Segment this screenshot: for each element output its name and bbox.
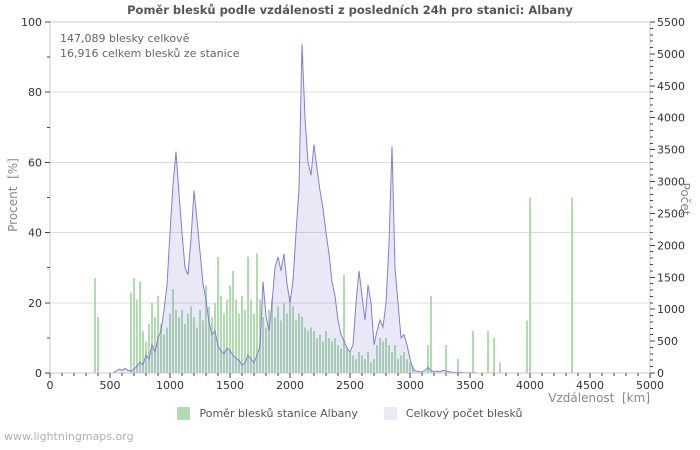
svg-text:2500: 2500 — [657, 207, 685, 220]
svg-text:1500: 1500 — [216, 379, 244, 392]
svg-text:2000: 2000 — [657, 239, 685, 252]
legend-item-count: Celkový počet blesků — [383, 407, 523, 420]
legend-item-ratio: Poměr blesků stanice Albany — [177, 407, 358, 420]
svg-text:3500: 3500 — [657, 144, 685, 157]
svg-text:1000: 1000 — [156, 379, 184, 392]
svg-text:3000: 3000 — [657, 176, 685, 189]
x-axis-label: Vzdálenost [km] — [548, 391, 650, 405]
y-axis-label-left: Procent [%] — [6, 158, 20, 232]
axis-ticks — [45, 21, 655, 378]
svg-text:3000: 3000 — [396, 379, 424, 392]
right-tick-labels: 0 500 1000 1500 2000 2500 3000 3500 4000 4500 5000… — [657, 16, 685, 380]
svg-text:40: 40 — [28, 227, 42, 240]
svg-text:80: 80 — [28, 86, 42, 99]
svg-text:20: 20 — [28, 297, 42, 310]
plot-area: 0 500 1000 1500 2000 2500 3000 3500 4000 4500 5000… — [21, 16, 685, 392]
svg-text:60: 60 — [28, 156, 42, 169]
svg-text:0: 0 — [47, 379, 54, 392]
count-area-fill — [50, 44, 650, 374]
svg-text:100: 100 — [21, 16, 42, 29]
svg-text:4000: 4000 — [657, 112, 685, 125]
svg-text:1500: 1500 — [657, 271, 685, 284]
watermark: www.lightningmaps.org — [4, 430, 134, 443]
svg-text:2500: 2500 — [336, 379, 364, 392]
grid-lines — [50, 91, 650, 304]
svg-text:0: 0 — [35, 367, 42, 380]
legend: Poměr blesků stanice Albany Celkový poče… — [0, 407, 700, 420]
svg-text:5000: 5000 — [657, 48, 685, 61]
legend-swatch-count — [383, 407, 397, 420]
legend-swatch-ratio — [177, 407, 191, 420]
legend-label-count: Celkový počet blesků — [405, 407, 523, 420]
station-strikes-text: 16,916 celkem blesků ze stanice — [60, 47, 240, 60]
svg-text:4500: 4500 — [657, 80, 685, 93]
y-axis-label-right: Počet — [678, 182, 692, 216]
totals-annotation: 147,089 blesky celkově 16,916 celkem ble… — [60, 31, 240, 61]
left-tick-labels: 0 20 40 60 80 100 — [21, 16, 42, 380]
svg-text:0: 0 — [657, 367, 664, 380]
svg-text:2000: 2000 — [276, 379, 304, 392]
svg-text:1000: 1000 — [657, 303, 685, 316]
x-tick-labels: 0 500 1000 1500 2000 2500 3000 3500 4000 4500 5000 — [47, 379, 665, 392]
chart-title: Poměr blesků podle vzdálenosti z posledn… — [127, 3, 573, 17]
svg-text:5000: 5000 — [636, 379, 664, 392]
legend-label-ratio: Poměr blesků stanice Albany — [199, 407, 358, 420]
svg-text:500: 500 — [100, 379, 121, 392]
ratio-bars-series — [94, 197, 573, 373]
svg-text:500: 500 — [657, 335, 678, 348]
svg-text:5500: 5500 — [657, 16, 685, 29]
svg-text:4500: 4500 — [576, 379, 604, 392]
svg-text:3500: 3500 — [456, 379, 484, 392]
svg-text:4000: 4000 — [516, 379, 544, 392]
total-strikes-text: 147,089 blesky celkově — [60, 32, 190, 45]
